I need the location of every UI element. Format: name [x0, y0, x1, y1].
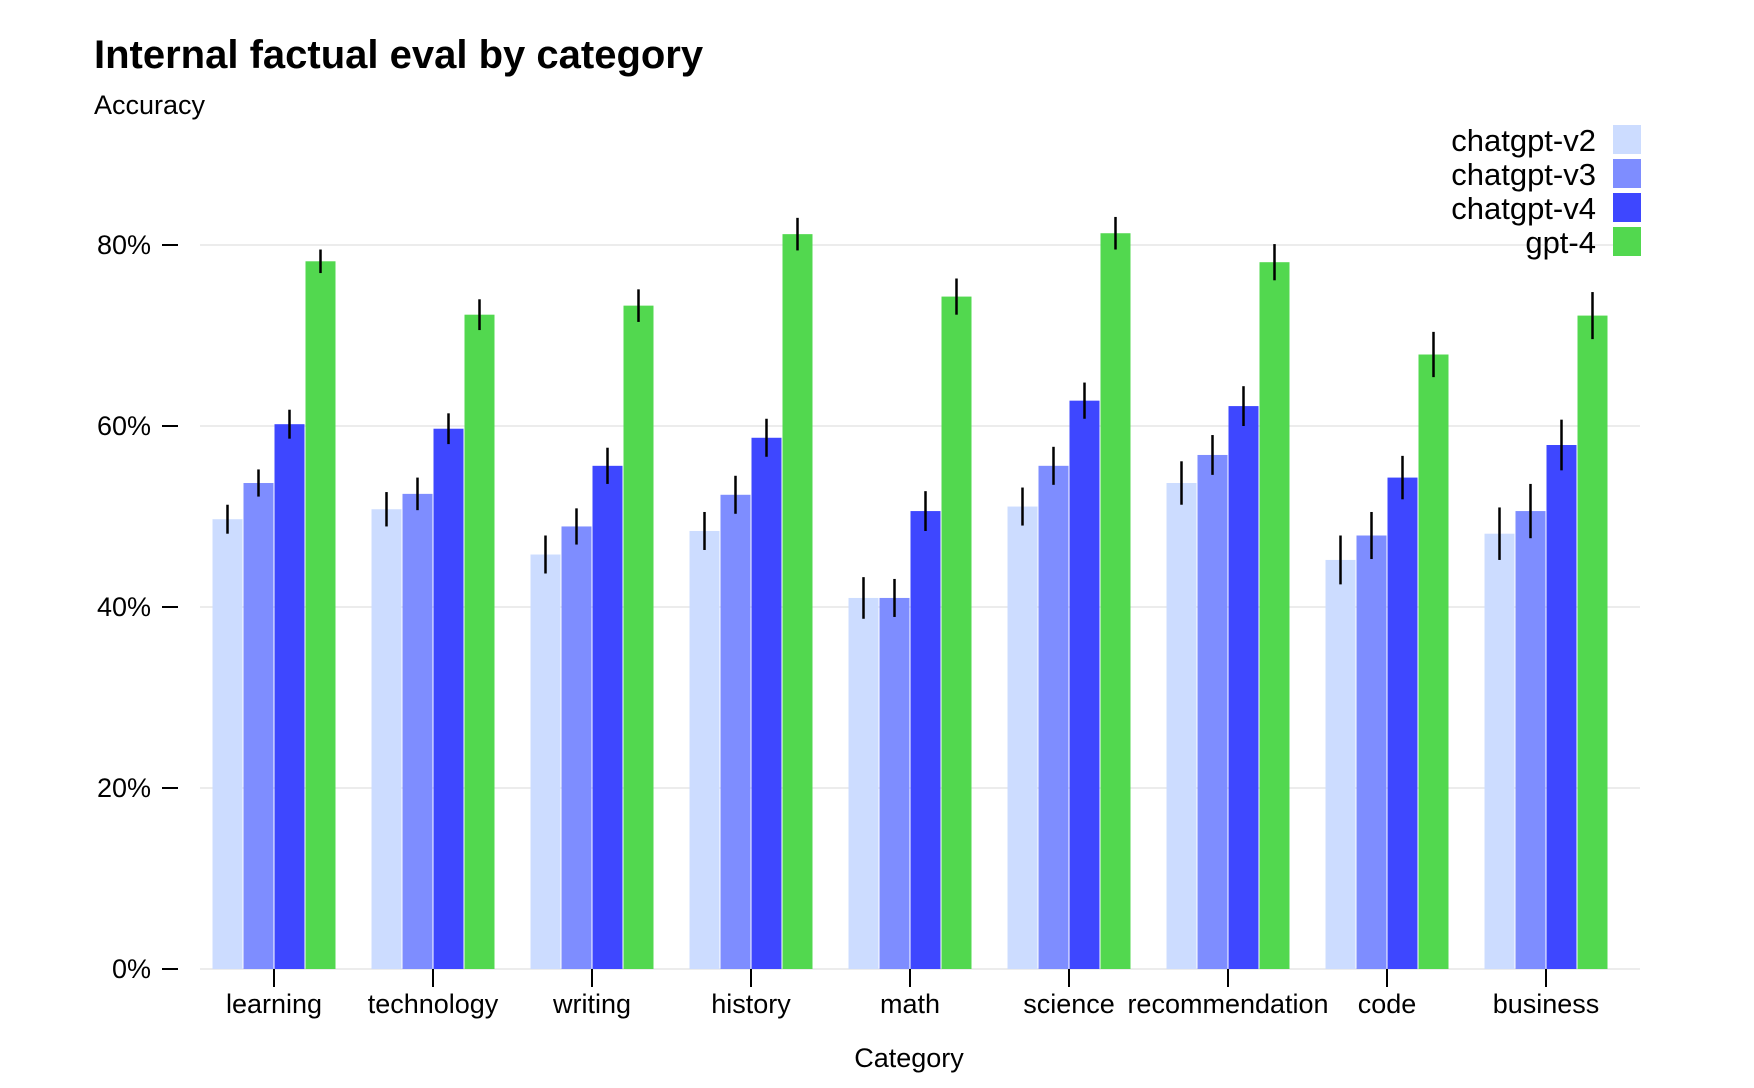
bar-gpt-4-writing [623, 305, 654, 969]
bar-chatgpt-v3-code [1356, 535, 1387, 969]
bar-chatgpt-v2-recommendation [1166, 483, 1197, 969]
legend-label-chatgpt-v2: chatgpt-v2 [1451, 123, 1596, 158]
bar-gpt-4-code [1418, 354, 1449, 969]
bar-chatgpt-v2-learning [212, 519, 243, 969]
bar-chatgpt-v2-code [1325, 559, 1356, 969]
bar-chatgpt-v2-technology [371, 509, 402, 969]
bar-chatgpt-v4-math [910, 511, 941, 969]
legend-label-chatgpt-v4: chatgpt-v4 [1451, 191, 1596, 226]
bar-chatgpt-v4-recommendation [1228, 406, 1259, 970]
legend-swatch-chatgpt-v2 [1613, 125, 1641, 154]
bar-chatgpt-v3-business [1515, 511, 1546, 969]
y-tick-label: 60% [97, 411, 151, 441]
y-axis-label: Accuracy [94, 90, 206, 120]
bar-chatgpt-v4-history [751, 437, 782, 969]
bar-chatgpt-v4-code [1387, 477, 1418, 969]
bar-gpt-4-history [782, 234, 813, 969]
error-bars [226, 216, 1594, 619]
legend-label-chatgpt-v3: chatgpt-v3 [1451, 157, 1596, 192]
bar-chatgpt-v3-technology [402, 493, 433, 969]
x-tick-label: recommendation [1127, 989, 1328, 1019]
x-tick-label: writing [552, 989, 631, 1019]
bar-chatgpt-v4-business [1546, 445, 1577, 969]
x-tick-label: science [1023, 989, 1115, 1019]
bar-chatgpt-v2-business [1484, 533, 1515, 969]
bar-chatgpt-v3-learning [243, 483, 274, 969]
bar-chatgpt-v3-recommendation [1197, 454, 1228, 970]
bar-chatgpt-v3-math [879, 597, 910, 969]
bar-gpt-4-recommendation [1259, 262, 1290, 969]
chart-title: Internal factual eval by category [94, 33, 704, 77]
bar-chatgpt-v2-writing [530, 554, 561, 969]
y-axis: 0% 20% 40% 60% 80% [97, 230, 178, 984]
x-axis: learning technology writing history math scie… [226, 969, 1599, 1019]
bar-gpt-4-business [1577, 315, 1608, 970]
bar-gpt-4-learning [305, 261, 336, 969]
y-tick-label: 80% [97, 230, 151, 260]
bar-chatgpt-v3-history [720, 494, 751, 969]
bars [212, 233, 1608, 970]
legend-label-gpt-4: gpt-4 [1525, 225, 1596, 260]
y-tick-label: 40% [97, 592, 151, 622]
x-tick-label: technology [368, 989, 499, 1019]
x-tick-label: history [711, 989, 791, 1019]
x-axis-label: Category [854, 1043, 964, 1073]
y-tick-label: 20% [97, 773, 151, 803]
bar-gpt-4-science [1100, 233, 1131, 970]
bar-chatgpt-v3-science [1038, 465, 1069, 969]
legend-swatch-chatgpt-v3 [1613, 159, 1641, 188]
bar-chatgpt-v2-science [1007, 506, 1038, 969]
bar-chatgpt-v2-history [689, 530, 720, 969]
x-tick-label: business [1493, 989, 1600, 1019]
y-tick-label: 0% [112, 954, 151, 984]
bar-chatgpt-v2-math [848, 597, 879, 969]
bar-chatgpt-v3-writing [561, 526, 592, 969]
bar-chatgpt-v4-writing [592, 465, 623, 969]
bar-chatgpt-v4-science [1069, 400, 1100, 969]
x-tick-label: learning [226, 989, 322, 1019]
x-tick-label: code [1358, 989, 1417, 1019]
legend-swatch-chatgpt-v4 [1613, 193, 1641, 222]
bar-gpt-4-technology [464, 314, 495, 969]
bar-chatgpt-v4-technology [433, 428, 464, 970]
bar-chatgpt-v4-learning [274, 424, 305, 969]
bar-gpt-4-math [941, 296, 972, 970]
x-tick-label: math [880, 989, 940, 1019]
legend-swatch-gpt-4 [1613, 227, 1641, 256]
